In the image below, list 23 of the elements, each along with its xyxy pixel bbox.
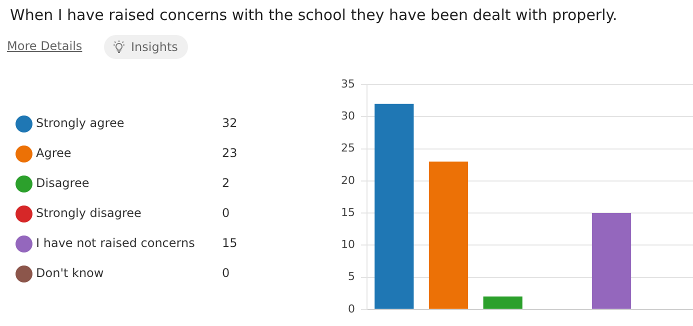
text: 0 bbox=[222, 206, 230, 220]
text: 23 bbox=[222, 146, 238, 160]
legend-label: I have not raised concerns bbox=[36, 236, 195, 250]
y-tick-label: 20 bbox=[340, 174, 355, 187]
text: Insights bbox=[131, 40, 178, 54]
legend-label: Disagree bbox=[36, 176, 90, 190]
y-tick-label: 5 bbox=[348, 270, 355, 284]
legend-label: Strongly disagree bbox=[36, 206, 142, 220]
y-tick-label: 15 bbox=[340, 206, 355, 219]
text: More Details bbox=[7, 39, 82, 53]
legend-label: Don't know bbox=[36, 266, 104, 280]
y-tick-label: 10 bbox=[340, 238, 355, 252]
y-tick-label: 30 bbox=[340, 110, 355, 123]
text: 32 bbox=[222, 116, 238, 130]
text: 2 bbox=[222, 176, 230, 190]
y-tick-label: 25 bbox=[340, 142, 355, 155]
legend-label: Strongly agree bbox=[36, 116, 124, 130]
chart-title: When I have raised concerns with the school they have been dealt with properly. bbox=[10, 6, 618, 24]
text: 0 bbox=[222, 266, 230, 280]
y-tick-label: 0 bbox=[348, 302, 355, 316]
legend-label: Agree bbox=[36, 146, 72, 160]
y-tick-label: 35 bbox=[340, 77, 355, 90]
text: 15 bbox=[222, 236, 238, 250]
